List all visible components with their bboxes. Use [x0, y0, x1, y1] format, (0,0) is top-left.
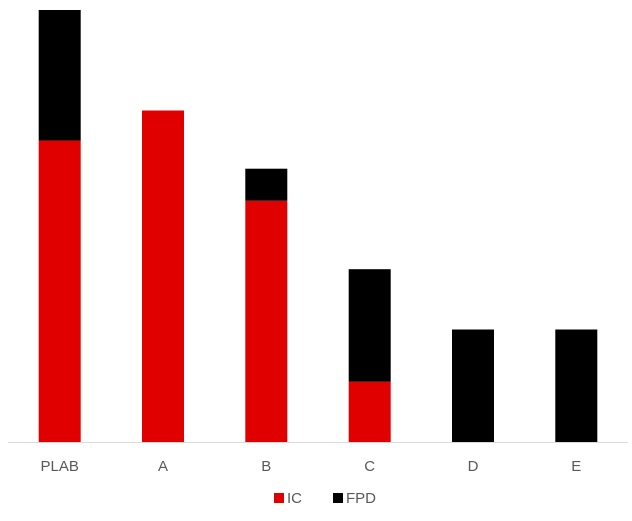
- bar-ic-a: [142, 110, 184, 442]
- bar-fpd-d: [452, 329, 494, 442]
- x-tick-label: E: [571, 458, 581, 475]
- bars-group: [38, 10, 598, 442]
- legend-label-fpd: FPD: [346, 490, 376, 507]
- legend-label-ic: IC: [287, 490, 302, 507]
- bar-fpd-plab: [38, 10, 81, 141]
- x-tick-label: PLAB: [41, 458, 79, 475]
- x-tick-label: A: [158, 458, 168, 475]
- bar-fpd-b: [245, 168, 288, 201]
- legend: IC FPD: [274, 490, 376, 507]
- x-tick-label: C: [364, 458, 375, 475]
- bar-fpd-c: [348, 269, 391, 382]
- bar-ic-plab: [38, 140, 81, 442]
- x-tick-label: D: [468, 458, 479, 475]
- bar-fpd-e: [555, 329, 598, 442]
- x-tick-labels: PLAB A B C D E: [41, 458, 582, 475]
- bar-ic-b: [245, 200, 288, 442]
- x-tick-label: B: [261, 458, 271, 475]
- bar-ic-c: [348, 381, 391, 442]
- legend-swatch-fpd: [333, 493, 343, 503]
- legend-swatch-ic: [274, 493, 284, 503]
